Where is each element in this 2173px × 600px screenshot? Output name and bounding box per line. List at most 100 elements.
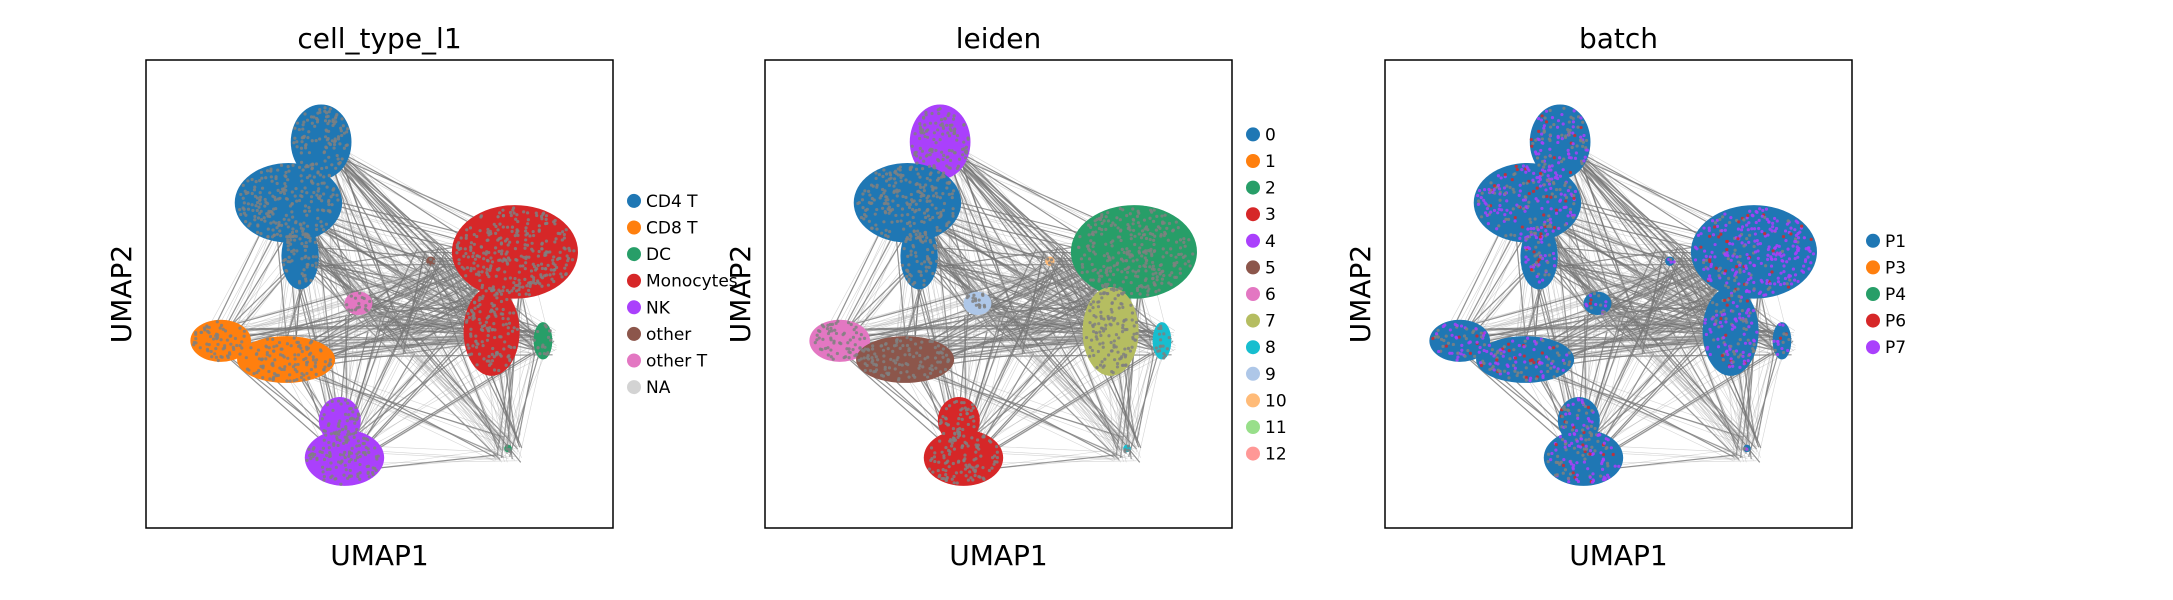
scatter-point <box>826 331 831 336</box>
scatter-point <box>1103 357 1107 361</box>
scatter-point <box>1752 244 1756 249</box>
scatter-point <box>1167 221 1172 226</box>
scatter-point <box>472 242 476 246</box>
scatter-point <box>503 277 507 281</box>
scatter-point <box>1154 271 1158 275</box>
scatter-point <box>284 222 288 226</box>
scatter-point <box>1807 267 1811 271</box>
scatter-point <box>1124 318 1128 322</box>
scatter-point <box>288 362 292 366</box>
scatter-point <box>358 477 362 481</box>
scatter-point <box>1160 270 1164 274</box>
scatter-point <box>503 340 507 344</box>
scatter-point <box>505 444 509 448</box>
scatter-point <box>551 258 555 262</box>
scatter-point <box>1547 273 1551 277</box>
legend-marker <box>1246 287 1260 301</box>
scatter-point <box>951 117 956 121</box>
edge-line <box>997 290 1093 317</box>
scatter-point <box>506 317 510 321</box>
scatter-point <box>1758 290 1763 294</box>
scatter-point <box>1118 229 1123 233</box>
scatter-point <box>284 213 288 218</box>
scatter-point <box>1532 226 1536 231</box>
scatter-point <box>1773 282 1777 286</box>
scatter-point <box>564 272 568 277</box>
scatter-point <box>314 372 318 377</box>
scatter-point <box>1476 193 1480 198</box>
scatter-point <box>305 244 309 249</box>
scatter-point <box>1153 282 1157 286</box>
scatter-point <box>496 228 500 232</box>
edge-line <box>305 245 442 260</box>
scatter-point <box>241 206 245 210</box>
scatter-point <box>286 244 290 248</box>
scatter-point <box>1719 310 1723 314</box>
scatter-point <box>502 285 506 289</box>
scatter-point <box>198 346 202 350</box>
scatter-point <box>1479 215 1484 219</box>
scatter-point <box>1709 279 1713 283</box>
scatter-point <box>1131 259 1135 263</box>
scatter-point <box>1109 240 1113 245</box>
scatter-point <box>875 185 879 189</box>
scatter-point <box>283 182 287 186</box>
scatter-point <box>305 265 309 269</box>
edge-line <box>366 313 512 444</box>
scatter-point <box>1167 336 1171 340</box>
scatter-point <box>1183 254 1187 258</box>
scatter-point <box>922 211 927 215</box>
scatter-point <box>1116 322 1120 326</box>
scatter-point <box>1785 260 1789 264</box>
scatter-point <box>529 269 534 273</box>
scatter-point <box>905 268 909 272</box>
scatter-point <box>925 153 929 157</box>
scatter-point <box>1726 257 1730 261</box>
scatter-point <box>271 337 275 341</box>
scatter-point <box>547 329 552 333</box>
scatter-point <box>937 460 941 464</box>
scatter-point <box>947 134 952 138</box>
scatter-point <box>482 251 486 255</box>
scatter-point <box>962 140 966 144</box>
scatter-point <box>964 463 968 467</box>
edge-line <box>1623 323 1649 350</box>
scatter-point <box>858 337 862 341</box>
scatter-point <box>1742 269 1746 274</box>
edge-line <box>362 261 441 313</box>
scatter-point <box>1147 287 1151 291</box>
scatter-point <box>358 291 362 295</box>
scatter-point <box>912 229 916 233</box>
scatter-point <box>1546 218 1550 223</box>
scatter-point <box>1549 186 1553 190</box>
scatter-point <box>282 263 286 267</box>
scatter-point <box>467 353 472 357</box>
scatter-point <box>249 346 253 350</box>
scatter-point <box>1573 133 1577 138</box>
scatter-point <box>505 288 509 293</box>
scatter-point <box>1087 354 1092 358</box>
scatter-point <box>1105 269 1109 274</box>
scatter-point <box>324 128 328 132</box>
scatter-point <box>492 303 497 307</box>
scatter-point <box>503 239 508 243</box>
scatter-point <box>368 299 372 304</box>
scatter-point <box>1098 330 1102 334</box>
scatter-point <box>322 192 326 196</box>
scatter-point <box>1099 292 1103 296</box>
scatter-point <box>477 270 481 274</box>
scatter-point <box>306 164 310 169</box>
scatter-point <box>367 450 371 455</box>
scatter-point <box>316 111 320 115</box>
scatter-point <box>1125 213 1129 218</box>
scatter-point <box>1104 323 1108 327</box>
scatter-point <box>1127 249 1131 253</box>
axes-frame <box>145 59 614 529</box>
legend-marker <box>627 380 641 395</box>
scatter-point <box>1152 242 1156 247</box>
scatter-point <box>1734 270 1739 274</box>
scatter-point <box>1080 270 1084 275</box>
scatter-point <box>938 439 942 443</box>
scatter-point <box>472 267 476 271</box>
scatter-point <box>228 334 232 338</box>
